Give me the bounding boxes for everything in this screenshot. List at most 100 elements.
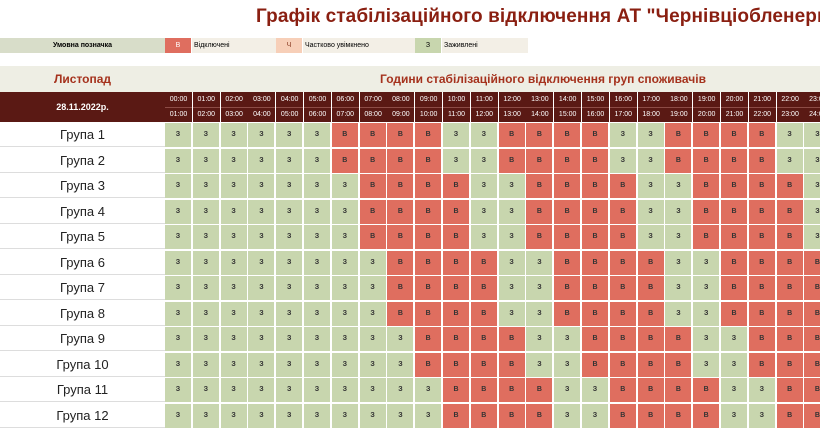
schedule-cell: В — [387, 225, 414, 249]
hour-header: 06:00 07:00 — [331, 92, 359, 122]
schedule-cell: З — [165, 403, 191, 428]
hours-title: Години стабілізаційного відключення груп… — [380, 72, 706, 86]
schedule-cell: З — [165, 225, 191, 249]
schedule-cell: З — [721, 378, 747, 402]
hour-from: 17:00 — [642, 96, 660, 103]
hour-from: 12:00 — [503, 96, 521, 103]
schedule-cell: З — [276, 301, 303, 326]
schedule-cell: В — [554, 225, 581, 249]
hour-from: 02:00 — [225, 96, 243, 103]
schedule-cell: В — [609, 174, 636, 198]
legend-heading: Умовна позначка — [0, 38, 165, 53]
hour-to: 17:00 — [614, 111, 633, 118]
hour-header: 03:00 04:00 — [248, 92, 276, 122]
schedule-cell: З — [304, 123, 330, 147]
hour-to: 01:00 — [169, 111, 188, 118]
group-label: Група 1 — [0, 122, 165, 147]
hour-from: 07:00 — [364, 96, 382, 103]
schedule-cell: З — [220, 225, 247, 249]
month-label: Листопад — [53, 72, 112, 86]
schedule-cell: В — [387, 174, 414, 198]
schedule-cell: З — [220, 403, 247, 428]
schedule-cell: З — [498, 250, 525, 275]
hour-from: 14:00 — [558, 96, 577, 103]
schedule-cell: В — [804, 327, 820, 351]
schedule-cell: З — [192, 327, 219, 351]
schedule-cell: З — [276, 148, 303, 173]
schedule-cell: В — [609, 276, 636, 300]
hour-from: 09:00 — [419, 96, 438, 103]
schedule-cell: В — [359, 174, 386, 198]
schedule-cell: В — [582, 148, 608, 173]
schedule-cell: В — [804, 378, 820, 402]
schedule-cell: З — [276, 378, 303, 402]
schedule-cell: В — [776, 225, 803, 249]
schedule-cell: З — [721, 403, 747, 428]
legend-code-off: В — [165, 38, 191, 53]
hour-to: 15:00 — [558, 111, 577, 118]
schedule-cell: З — [220, 250, 247, 275]
schedule-cell: В — [443, 301, 469, 326]
schedule-cell: З — [359, 403, 386, 428]
schedule-cell: В — [331, 123, 358, 147]
schedule-cell: З — [443, 148, 469, 173]
schedule-cell: З — [748, 403, 775, 428]
schedule-cell: З — [248, 225, 275, 249]
group-label: Група 7 — [0, 275, 165, 300]
schedule-cell: З — [304, 352, 330, 377]
hour-from: 23:00 — [809, 96, 820, 103]
schedule-cell: В — [526, 403, 553, 428]
schedule-cell: В — [387, 250, 414, 275]
schedule-cell: З — [359, 327, 386, 351]
schedule-cell: В — [582, 250, 608, 275]
schedule-cell: З — [526, 301, 553, 326]
schedule-cell: В — [776, 199, 803, 224]
schedule-cell: В — [470, 250, 497, 275]
group-label: Група 11 — [0, 377, 165, 402]
schedule-cell: З — [220, 378, 247, 402]
schedule-cell: З — [415, 403, 442, 428]
schedule-cell: З — [165, 148, 191, 173]
schedule-cell: З — [248, 174, 275, 198]
schedule-cell: В — [748, 174, 775, 198]
hour-header: 20:00 21:00 — [721, 92, 748, 122]
schedule-cell: З — [248, 378, 275, 402]
schedule-cell: В — [748, 276, 775, 300]
schedule-cell: В — [609, 301, 636, 326]
schedule-cell: В — [554, 276, 581, 300]
schedule-cell: В — [554, 250, 581, 275]
schedule-cell: В — [387, 148, 414, 173]
schedule-cell: В — [554, 123, 581, 147]
hour-header: 04:00 05:00 — [276, 92, 304, 122]
schedule-cell: З — [220, 276, 247, 300]
hour-header: 07:00 08:00 — [359, 92, 387, 122]
schedule-cell: В — [693, 174, 720, 198]
schedule-cell: З — [331, 250, 358, 275]
schedule-cell: З — [498, 276, 525, 300]
hour-header: 14:00 15:00 — [554, 92, 582, 122]
group-label: Група 9 — [0, 326, 165, 351]
group-label: Група 2 — [0, 148, 165, 173]
schedule-cell: З — [693, 250, 720, 275]
schedule-cell: В — [693, 123, 720, 147]
schedule-cell: В — [526, 174, 553, 198]
schedule-cell: З — [248, 327, 275, 351]
schedule-cell: В — [498, 148, 525, 173]
schedule-cell: З — [248, 276, 275, 300]
schedule-cell: В — [721, 225, 747, 249]
schedule-cell: З — [665, 225, 692, 249]
schedule-cell: В — [776, 276, 803, 300]
schedule-cell: В — [415, 301, 442, 326]
schedule-cell: З — [359, 301, 386, 326]
hour-from: 16:00 — [614, 96, 633, 103]
schedule-cell: В — [776, 403, 803, 428]
schedule-cell: В — [415, 225, 442, 249]
legend-label-off: Відключені — [192, 38, 276, 53]
schedule-cell: З — [165, 174, 191, 198]
schedule-cell: В — [582, 174, 608, 198]
schedule-cell: В — [470, 352, 497, 377]
schedule-cell: З — [721, 352, 747, 377]
schedule-cell: З — [276, 327, 303, 351]
schedule-cell: З — [721, 327, 747, 351]
schedule-cell: В — [721, 123, 747, 147]
